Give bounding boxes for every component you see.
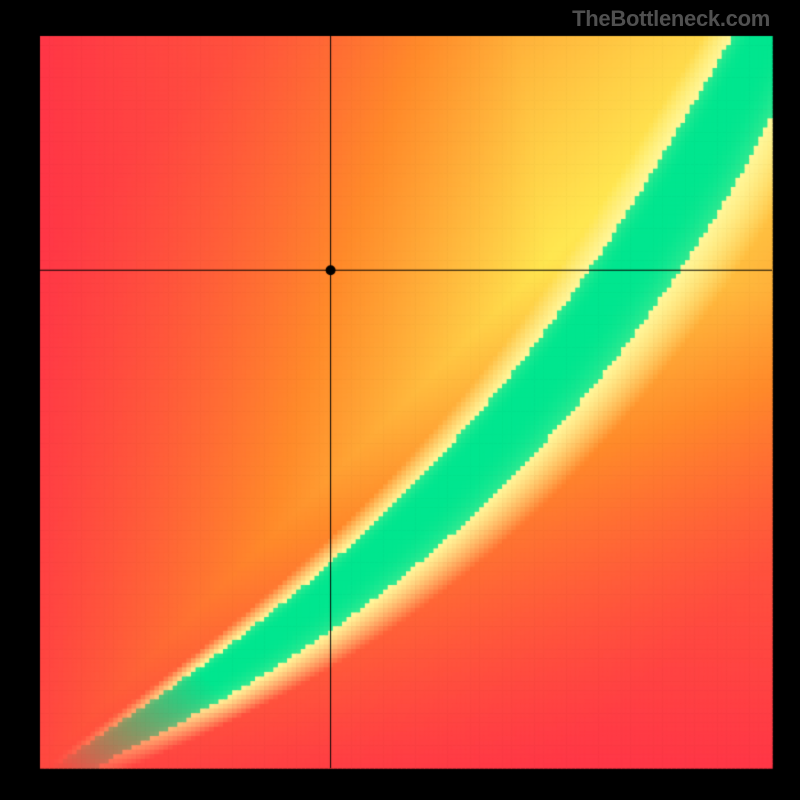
watermark: TheBottleneck.com [572,6,770,32]
chart-container: TheBottleneck.com [0,0,800,800]
bottleneck-heatmap [0,0,800,800]
